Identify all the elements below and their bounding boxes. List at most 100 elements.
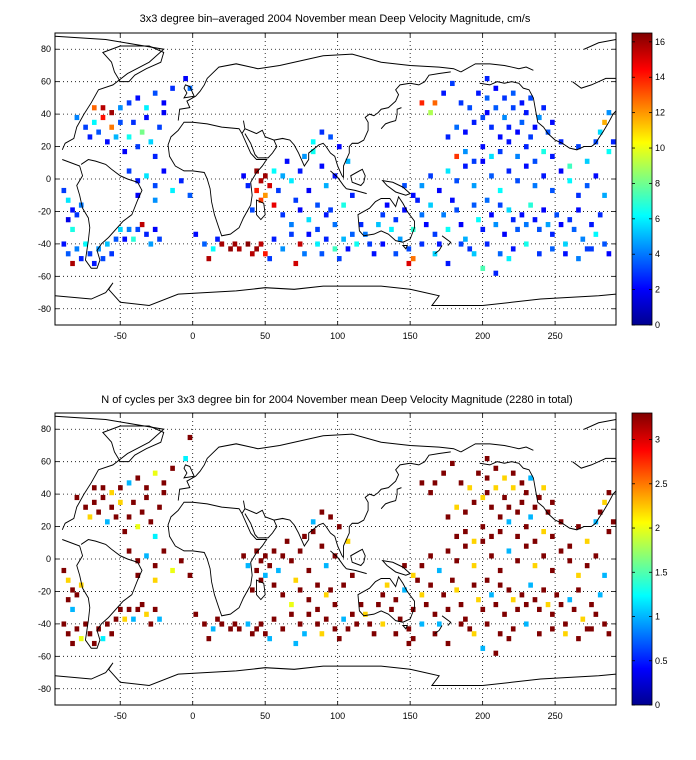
data-cell — [254, 246, 259, 252]
data-cell — [606, 148, 612, 155]
data-cell — [65, 631, 71, 637]
data-cell — [515, 606, 520, 613]
data-cell — [480, 265, 486, 271]
data-cell — [254, 626, 259, 632]
data-cell — [349, 611, 355, 617]
data-cell — [576, 192, 581, 198]
data-cell — [428, 173, 433, 179]
data-cell — [202, 241, 207, 247]
data-cell — [480, 114, 486, 121]
data-cell — [345, 538, 351, 544]
data-cell — [602, 499, 607, 505]
data-cell — [506, 504, 512, 510]
data-cell — [148, 519, 154, 525]
data-cell — [536, 226, 542, 233]
data-cell — [541, 587, 546, 593]
data-cell — [441, 470, 446, 476]
data-cell — [345, 158, 351, 164]
data-cell — [241, 553, 246, 559]
data-cell — [493, 270, 499, 276]
data-cell — [589, 221, 594, 228]
data-cell — [161, 480, 167, 486]
data-cell — [135, 226, 141, 233]
data-cell — [349, 231, 355, 237]
data-cell — [606, 528, 612, 535]
data-cell — [280, 592, 286, 598]
data-cell — [445, 548, 451, 554]
data-cell — [454, 207, 460, 213]
data-cell — [523, 524, 529, 530]
data-cell — [315, 582, 320, 588]
data-cell — [170, 567, 175, 574]
data-cell — [96, 129, 101, 135]
data-cell — [70, 260, 75, 267]
data-cell — [536, 251, 542, 257]
data-cell — [135, 95, 141, 101]
data-cell — [471, 499, 477, 505]
data-cell — [170, 187, 175, 194]
data-cell — [563, 251, 568, 257]
data-cell — [332, 626, 338, 632]
data-cell — [428, 490, 433, 496]
data-cell — [419, 212, 425, 218]
data-cell — [148, 139, 154, 145]
data-cell — [126, 100, 132, 106]
data-cell — [428, 202, 433, 208]
data-cell — [484, 95, 490, 101]
data-cell — [436, 187, 442, 194]
data-cell — [515, 153, 520, 160]
data-cell — [263, 631, 268, 637]
data-cell — [610, 139, 616, 145]
data-cell — [576, 572, 581, 578]
data-cell — [454, 558, 460, 564]
data-cell — [323, 592, 329, 598]
data-cell — [100, 256, 106, 262]
data-cell — [306, 611, 312, 617]
data-cell — [493, 85, 499, 91]
data-cell — [70, 640, 75, 647]
data-cell — [550, 567, 555, 574]
data-cell — [161, 110, 167, 116]
data-cell — [328, 207, 333, 213]
data-cell — [497, 528, 503, 535]
data-cell — [567, 597, 573, 603]
data-cell — [576, 256, 581, 262]
data-cell — [249, 631, 255, 637]
data-cell — [61, 621, 67, 627]
data-cell — [493, 465, 499, 471]
axis-ticks-2: -50 0 50 100 150 200 250 -80 -60 -40 -20 0 20 40 60 80 — [38, 413, 616, 721]
data-cell — [215, 236, 220, 242]
data-cell — [480, 144, 486, 150]
data-cell — [493, 650, 499, 656]
data-cell — [532, 563, 538, 569]
data-cell — [144, 231, 149, 237]
data-cell — [519, 100, 525, 106]
data-cell — [589, 601, 594, 608]
data-cell — [589, 626, 594, 632]
colorbar-tick-label: 0 — [655, 700, 660, 710]
data-cell — [380, 212, 386, 218]
colorbar-tick-label: 6 — [655, 214, 660, 224]
data-cell — [484, 621, 490, 627]
data-cell — [410, 572, 416, 578]
data-cell — [458, 221, 464, 228]
data-cell — [152, 470, 158, 476]
data-cell — [480, 524, 486, 530]
data-cell — [267, 183, 273, 189]
data-cell — [267, 563, 273, 569]
data-cell — [271, 616, 277, 622]
data-cell — [271, 548, 277, 554]
data-cell — [91, 499, 97, 505]
data-cell — [131, 119, 136, 125]
data-cell — [484, 241, 490, 247]
data-cell — [100, 485, 106, 491]
data-cell — [593, 231, 599, 237]
data-cell — [410, 606, 416, 613]
data-cell — [502, 231, 507, 237]
data-cell — [289, 601, 294, 608]
data-cell — [445, 168, 451, 174]
data-cell — [319, 631, 325, 637]
data-cell — [332, 221, 338, 228]
y-tick-label: 80 — [41, 424, 51, 434]
data-cell — [454, 178, 460, 184]
